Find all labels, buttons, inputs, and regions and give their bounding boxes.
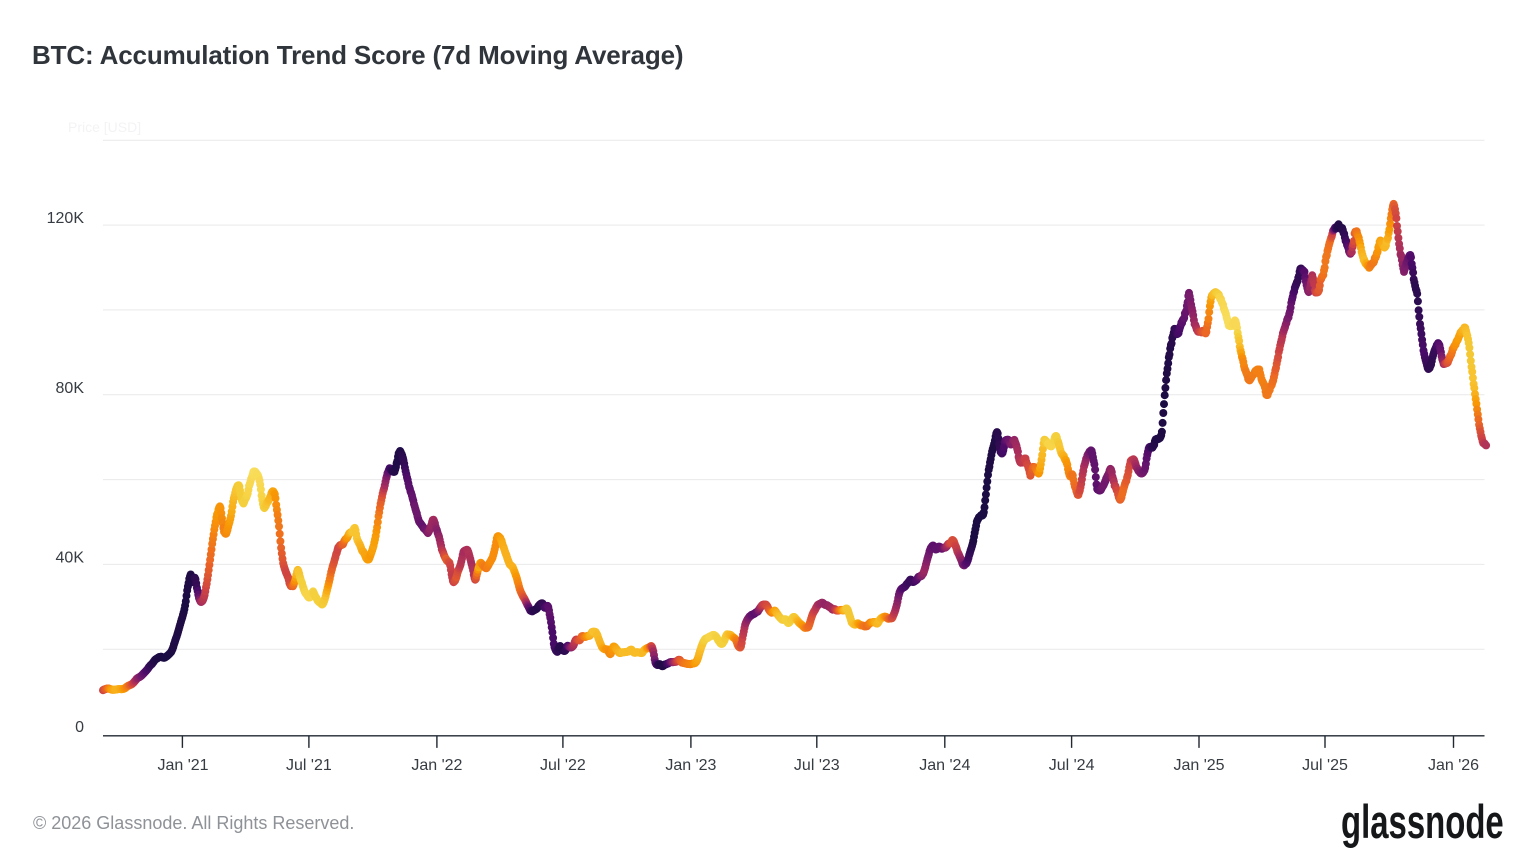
svg-text:80K: 80K bbox=[56, 380, 85, 397]
svg-text:Jul '21: Jul '21 bbox=[286, 757, 332, 774]
svg-text:Jan '26: Jan '26 bbox=[1428, 757, 1479, 774]
svg-text:Jan '21: Jan '21 bbox=[157, 757, 208, 774]
svg-text:Jan '25: Jan '25 bbox=[1173, 757, 1224, 774]
svg-text:120K: 120K bbox=[47, 210, 85, 227]
svg-text:Jul '22: Jul '22 bbox=[540, 757, 586, 774]
svg-text:40K: 40K bbox=[56, 549, 85, 566]
svg-text:Jan '23: Jan '23 bbox=[665, 757, 716, 774]
svg-text:0: 0 bbox=[75, 719, 84, 736]
svg-text:Jan '22: Jan '22 bbox=[411, 757, 462, 774]
svg-text:Jul '24: Jul '24 bbox=[1049, 757, 1095, 774]
svg-text:Jan '24: Jan '24 bbox=[919, 757, 970, 774]
svg-text:Jul '25: Jul '25 bbox=[1302, 757, 1348, 774]
svg-text:Jul '23: Jul '23 bbox=[794, 757, 840, 774]
